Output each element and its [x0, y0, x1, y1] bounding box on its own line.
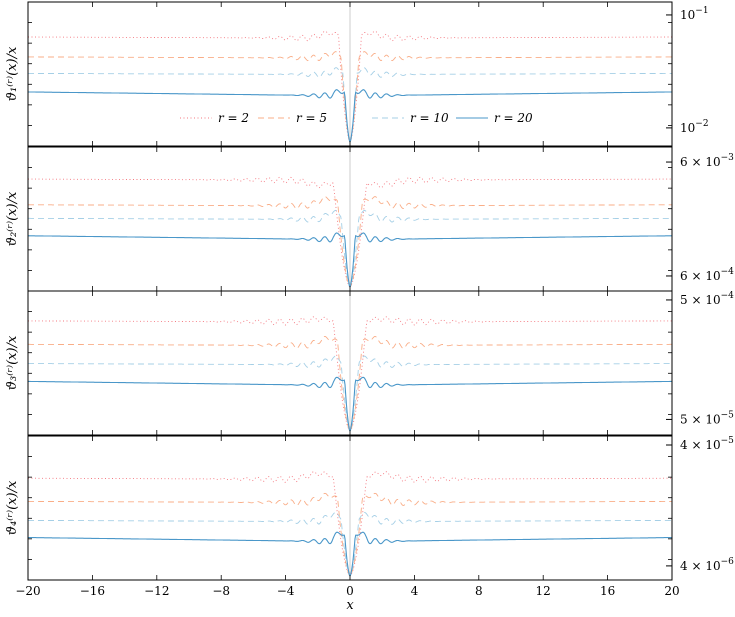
y-axis-label: ϑ₄⁽ʳ⁾(x)/x [5, 480, 20, 535]
panel-1: 10−1 10−2 ϑ₁⁽ʳ⁾(x)/x [5, 1, 709, 147]
y-axis-label: ϑ₂⁽ʳ⁾(x)/x [5, 191, 20, 246]
x-tick-label: −16 [80, 584, 105, 598]
chart-legend: r = 2 r = 5 r = 10 r = 20 [180, 111, 533, 125]
series-line-r5 [28, 492, 672, 577]
panel-3: 5 × 10−4 5 × 10−5 ϑ₃⁽ʳ⁾(x)/x [5, 290, 734, 436]
y-tick-label: 5 × 10−5 [680, 410, 734, 426]
x-tick-label: −8 [212, 584, 230, 598]
chart-panels: 10−1 10−2 ϑ₁⁽ʳ⁾(x)/x 6 × 10−3 6 × 10−4 ϑ₂⁽ʳ⁾(… [5, 1, 734, 581]
x-tick-label: −20 [15, 584, 40, 598]
y-tick-label: 10−2 [680, 119, 709, 135]
panel-4: 4 × 10−5 4 × 10−6 ϑ₄⁽ʳ⁾(x)/x [5, 435, 734, 581]
y-tick-label: 5 × 10−4 [680, 291, 734, 307]
x-tick-label: −12 [144, 584, 169, 598]
x-tick-label: −4 [277, 584, 295, 598]
x-tick-label: 8 [475, 584, 483, 598]
y-tick-label: 6 × 10−4 [680, 267, 734, 283]
x-tick-label: 16 [600, 584, 615, 598]
legend-label: r = 2 [218, 111, 249, 125]
y-tick-label: 4 × 10−6 [680, 557, 734, 573]
x-axis-label: x [346, 598, 354, 613]
legend-label: r = 5 [296, 111, 327, 125]
y-tick-label: 10−1 [680, 6, 709, 22]
x-tick-label: 12 [536, 584, 551, 598]
series-line-r2 [28, 176, 672, 288]
y-tick-label: 4 × 10−5 [680, 436, 734, 452]
legend-label: r = 20 [494, 111, 533, 125]
x-tick-label: 20 [664, 584, 679, 598]
legend-label: r = 10 [410, 111, 449, 125]
panel-2: 6 × 10−3 6 × 10−4 ϑ₂⁽ʳ⁾(x)/x [5, 146, 734, 292]
y-axis-label: ϑ₃⁽ʳ⁾(x)/x [5, 335, 20, 390]
x-axis: −20 −16 −12 −8 −4 0 4 8 12 16 20 x [15, 2, 680, 613]
y-axis-label: ϑ₁⁽ʳ⁾(x)/x [5, 46, 20, 101]
x-tick-label: 0 [346, 584, 354, 598]
y-tick-label: 6 × 10−3 [680, 153, 734, 169]
x-tick-label: 4 [411, 584, 419, 598]
